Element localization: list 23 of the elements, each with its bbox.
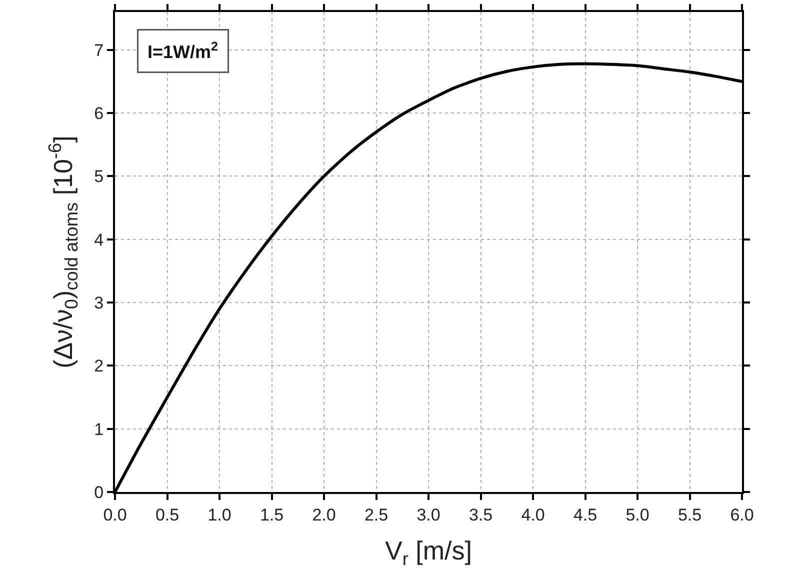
x-axis-title: V$_{r}$ [m/s]: [385, 536, 472, 570]
x-tick-label: 4.5: [573, 505, 598, 524]
x-tick-label: 5.5: [678, 505, 702, 524]
x-tick-label: 0.5: [155, 505, 180, 524]
x-tick-label: 3.5: [468, 505, 493, 524]
x-tick-label: 4.0: [521, 505, 545, 524]
y-tick-label: 6: [94, 104, 104, 123]
y-tick-label: 0: [94, 482, 104, 502]
y-tick-label: 4: [94, 230, 104, 250]
x-tick-label: 2.5: [364, 505, 388, 524]
y-tick-label: 3: [94, 293, 104, 312]
y-tick-label: 2: [94, 356, 104, 376]
y-tick-label: 5: [94, 167, 104, 186]
x-tick-label: 1.5: [260, 505, 284, 524]
x-tick-label: 6.0: [730, 505, 754, 524]
x-tick-label: 0.0: [103, 505, 127, 524]
annotation: I=1W/m$^{2}$: [148, 40, 218, 62]
x-tick-label: 5.0: [626, 505, 650, 524]
y-tick-label: 7: [94, 40, 104, 60]
x-tick-label: 2.0: [312, 505, 336, 524]
x-tick-label: 3.0: [416, 505, 440, 524]
x-tick-label: 1.0: [208, 505, 232, 524]
y-tick-label: 1: [94, 420, 104, 439]
